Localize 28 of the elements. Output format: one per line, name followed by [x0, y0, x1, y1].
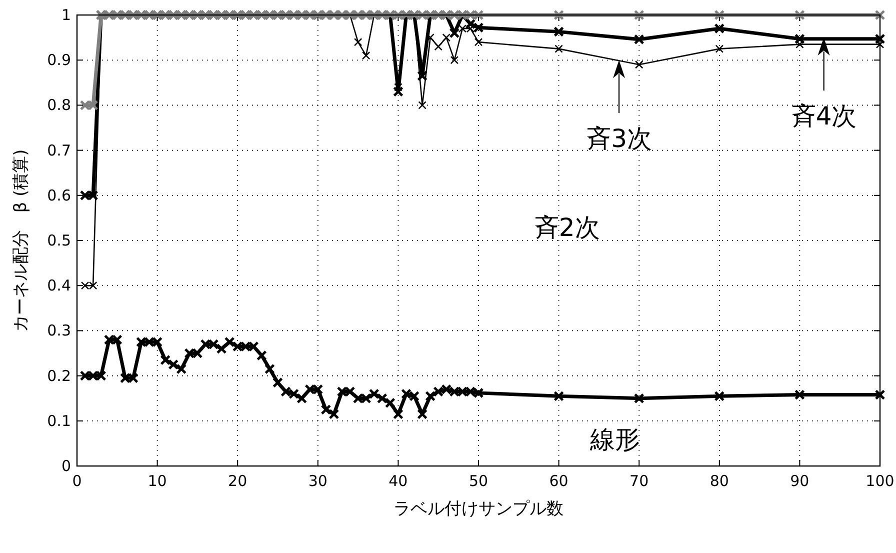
y-axis-title: カーネル配分 β (積算) — [11, 149, 31, 332]
x-tick-label: 0 — [72, 472, 82, 490]
annotation: 斉4次 — [790, 102, 857, 131]
annotation: 斉3次 — [586, 124, 652, 154]
annotation: 線形 — [589, 424, 640, 454]
x-tick-label: 30 — [308, 472, 328, 490]
x-tick-label: 80 — [710, 472, 729, 490]
x-axis-title: ラベル付けサンプル数 — [394, 499, 564, 519]
y-tick-label: 0.9 — [47, 51, 71, 70]
y-tick-label: 0.8 — [47, 96, 71, 114]
x-tick-label: 20 — [228, 472, 248, 490]
x-tick-label: 100 — [866, 472, 894, 490]
x-tick-label: 70 — [630, 472, 649, 490]
x-tick-label: 60 — [549, 472, 568, 490]
x-tick-label: 90 — [790, 472, 810, 490]
x-tick-label: 10 — [148, 472, 167, 490]
y-tick-label: 0.6 — [47, 186, 71, 204]
y-tick-label: 0.3 — [47, 322, 71, 340]
y-tick-label: 1 — [61, 6, 71, 24]
y-tick-label: 0.4 — [47, 276, 71, 295]
y-tick-label: 0.2 — [47, 366, 71, 385]
y-tick-label: 0.1 — [47, 412, 71, 430]
y-tick-label: 0 — [61, 457, 71, 475]
annotation: 斉2次 — [534, 212, 600, 242]
y-tick-label: 0.5 — [47, 232, 71, 250]
x-tick-label: 50 — [468, 472, 488, 490]
y-tick-label: 0.7 — [47, 141, 71, 160]
x-tick-label: 40 — [388, 472, 408, 490]
